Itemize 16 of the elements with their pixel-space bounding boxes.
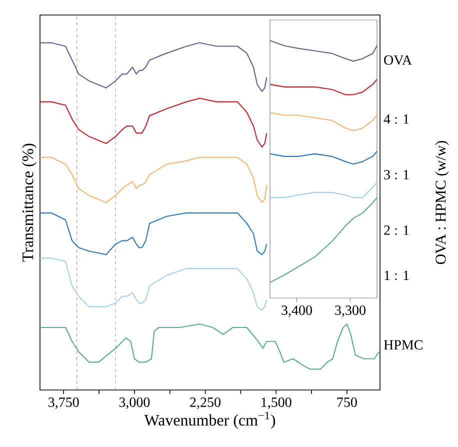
text: 3 : 1 — [384, 170, 409, 180]
series-label: HPMC — [384, 340, 422, 350]
x-tick-label: 3,400 — [282, 306, 312, 317]
text: 1 : 1 — [384, 270, 409, 280]
x-tick-label: 3,300 — [335, 306, 366, 317]
y-axis-title: Transmittance (%) — [22, 144, 36, 262]
text: 2 : 1 — [384, 226, 409, 236]
x-tick-label: 1,500 — [262, 398, 292, 409]
x-tick-label: 750 — [337, 398, 357, 407]
legend-title: OVA : HPMC (w/w) — [435, 141, 449, 264]
text: 4 : 1 — [384, 114, 409, 124]
x-tick-label: 2,250 — [190, 398, 220, 409]
x-axis-title: Wavenumber (cm$^{−1}$) — [144, 412, 276, 429]
text: OVA — [384, 55, 412, 65]
x-tick-label: 3,000 — [119, 398, 150, 409]
x-tick-label: 3,750 — [48, 398, 79, 409]
